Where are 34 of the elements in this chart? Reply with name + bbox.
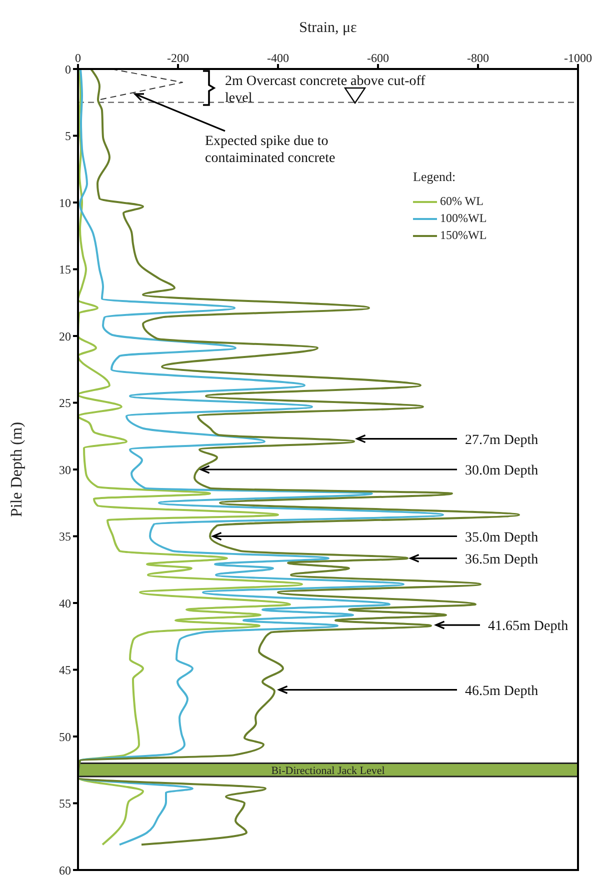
y-tick-label: 35 — [59, 530, 71, 544]
y-tick-label: 20 — [59, 329, 71, 344]
annotation: Expected spike due to contaiminated concrete — [205, 134, 336, 166]
annotation: 36.5m Depth — [465, 552, 538, 568]
legend-label: 150%WL — [440, 228, 487, 243]
band-label: Bi-Directional Jack Level — [271, 764, 385, 777]
annotation: 41.65m Depth — [488, 619, 568, 634]
y-tick-label: 15 — [59, 262, 71, 277]
y-tick-label: 10 — [59, 196, 71, 210]
y-tick-label: 40 — [59, 596, 71, 610]
x-tick-label: -600 — [367, 51, 389, 65]
y-tick-label: 50 — [59, 730, 71, 744]
legend-label: 100%WL — [440, 211, 487, 226]
x-axis-title: Strain, με — [299, 20, 357, 36]
annotation: 30.0m Depth — [465, 464, 538, 478]
y-tick-label: 0 — [65, 62, 71, 76]
legend-label: 60% WL — [440, 194, 484, 209]
x-tick-label: 0 — [75, 51, 81, 65]
y-tick-label: 25 — [59, 396, 71, 410]
y-tick-label: 45 — [59, 663, 71, 678]
y-tick-label: 55 — [59, 796, 71, 811]
x-tick-label: -800 — [467, 51, 489, 65]
legend-title: Legend: — [413, 169, 457, 185]
x-tick-label: -400 — [267, 51, 289, 65]
x-tick-label: -200 — [167, 51, 189, 65]
y-tick-label: 60 — [59, 863, 71, 878]
annotation: 35.0m Depth — [465, 530, 538, 546]
y-tick-label: 5 — [65, 129, 71, 144]
x-tick-label: -1000 — [564, 51, 592, 65]
y-tick-label: 30 — [59, 462, 71, 477]
y-axis-title: Pile Depth (m) — [8, 422, 26, 518]
annotation: 46.5m Depth — [465, 684, 538, 699]
annotation: 2m Overcast concrete above cut-off level — [225, 74, 426, 106]
annotation: 27.7m Depth — [465, 432, 538, 448]
